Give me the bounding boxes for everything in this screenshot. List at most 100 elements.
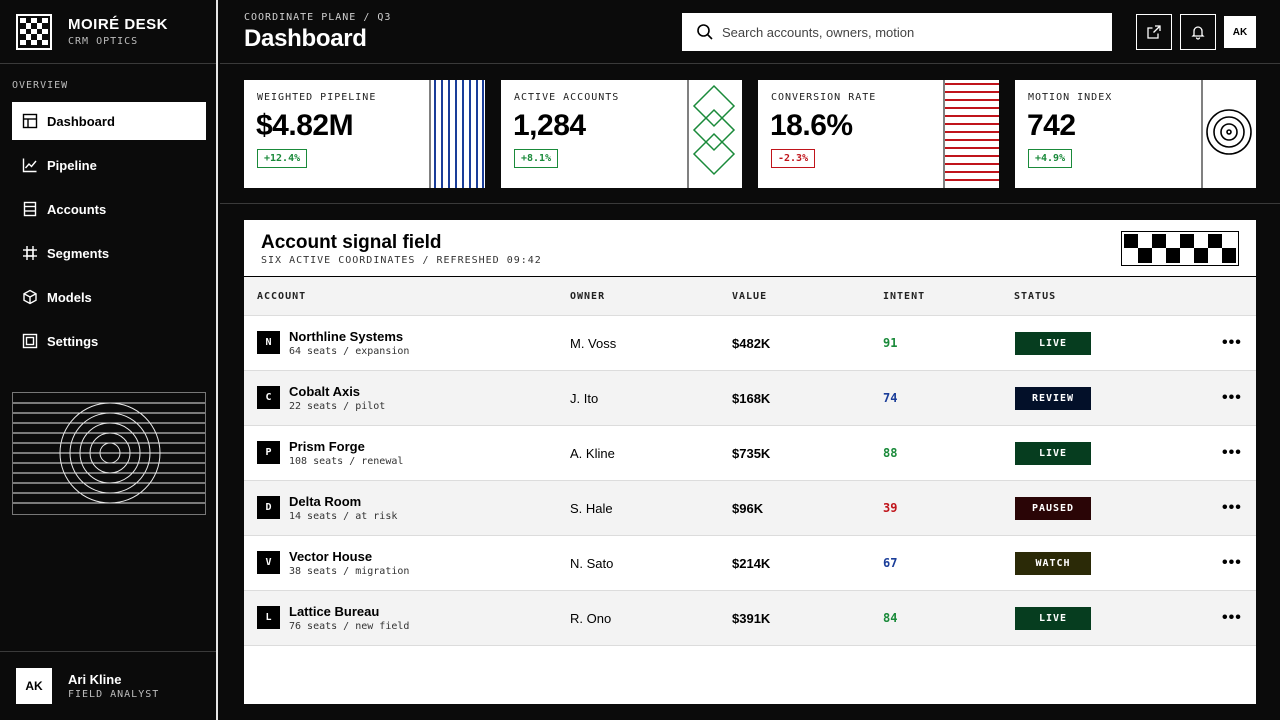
account-name[interactable]: Prism Forge bbox=[289, 439, 365, 454]
kpi-card-weighted-pipeline[interactable]: WEIGHTED PIPELINE $4.82M +12.4% bbox=[244, 80, 485, 188]
sidebar-item-pipeline[interactable]: Pipeline bbox=[12, 146, 206, 184]
value-cell: $391K bbox=[732, 611, 771, 626]
value-cell: $96K bbox=[732, 501, 764, 516]
user-role: FIELD ANALYST bbox=[68, 689, 160, 700]
more-options-icon[interactable]: ••• bbox=[1222, 609, 1242, 626]
value-cell: $214K bbox=[732, 556, 771, 571]
sidebar-item-settings[interactable]: Settings bbox=[12, 322, 206, 360]
horizontal-stripes-icon bbox=[943, 80, 999, 188]
value-cell: $735K bbox=[732, 446, 771, 461]
checker-logo-icon bbox=[16, 13, 52, 50]
nav-section-label: OVERVIEW bbox=[12, 80, 69, 91]
panel-subtitle: SIX ACTIVE COORDINATES / REFRESHED 09:42 bbox=[261, 255, 542, 266]
account-mark: L bbox=[257, 606, 280, 629]
account-name[interactable]: Vector House bbox=[289, 549, 373, 564]
column-header-intent[interactable]: INTENT bbox=[883, 291, 926, 302]
search-icon bbox=[697, 24, 713, 40]
column-header-value[interactable]: VALUE bbox=[732, 291, 768, 302]
sidebar-item-label: Dashboard bbox=[47, 113, 115, 129]
panel-title: Account signal field bbox=[261, 232, 442, 253]
more-options-icon[interactable]: ••• bbox=[1222, 499, 1242, 516]
moire-pattern bbox=[12, 392, 206, 515]
owner-cell: M. Voss bbox=[570, 336, 617, 351]
sidebar-nav: Dashboard Pipeline Accounts Segments Mod… bbox=[12, 102, 206, 366]
external-link-icon bbox=[1147, 25, 1161, 39]
more-options-icon[interactable]: ••• bbox=[1222, 444, 1242, 461]
sidebar-item-accounts[interactable]: Accounts bbox=[12, 190, 206, 228]
status-badge: REVIEW bbox=[1015, 387, 1091, 410]
checker-pattern-icon bbox=[1121, 231, 1239, 266]
sidebar-item-models[interactable]: Models bbox=[12, 278, 206, 316]
more-options-icon[interactable]: ••• bbox=[1222, 554, 1242, 571]
diamond-chain-icon bbox=[687, 80, 736, 188]
account-meta: 14 seats / at risk bbox=[289, 511, 398, 522]
kpi-value: 742 bbox=[1027, 109, 1076, 142]
owner-cell: R. Ono bbox=[570, 611, 612, 626]
kpi-value: 1,284 bbox=[513, 109, 586, 142]
account-meta: 76 seats / new field bbox=[289, 621, 410, 632]
kpi-label: CONVERSION RATE bbox=[771, 92, 877, 103]
intent-cell: 39 bbox=[883, 501, 898, 515]
kpi-label: MOTION INDEX bbox=[1028, 92, 1113, 103]
section-divider bbox=[220, 203, 1280, 204]
more-options-icon[interactable]: ••• bbox=[1222, 389, 1242, 406]
account-mark: V bbox=[257, 551, 280, 574]
share-button[interactable] bbox=[1136, 14, 1172, 50]
status-badge: LIVE bbox=[1015, 332, 1091, 355]
table-row[interactable]: L Lattice Bureau 76 seats / new field R.… bbox=[244, 591, 1256, 646]
table-row[interactable]: C Cobalt Axis 22 seats / pilot J. Ito $1… bbox=[244, 371, 1256, 426]
search-input[interactable] bbox=[722, 24, 1102, 40]
kpi-value: $4.82M bbox=[256, 109, 354, 142]
intent-cell: 84 bbox=[883, 611, 898, 625]
table-row[interactable]: P Prism Forge 108 seats / renewal A. Kli… bbox=[244, 426, 1256, 481]
intent-cell: 74 bbox=[883, 391, 898, 405]
brand-title: MOIRÉ DESK bbox=[68, 16, 169, 33]
sidebar-item-dashboard[interactable]: Dashboard bbox=[12, 102, 206, 140]
account-mark: D bbox=[257, 496, 280, 519]
account-name[interactable]: Delta Room bbox=[289, 494, 362, 509]
intent-cell: 91 bbox=[883, 336, 898, 350]
stack-icon bbox=[23, 201, 37, 217]
kpi-card-conversion-rate[interactable]: CONVERSION RATE 18.6% -2.3% bbox=[758, 80, 999, 188]
status-badge: LIVE bbox=[1015, 607, 1091, 630]
sidebar-item-segments[interactable]: Segments bbox=[12, 234, 206, 272]
sidebar-item-label: Segments bbox=[47, 245, 110, 261]
status-badge: PAUSED bbox=[1015, 497, 1091, 520]
brand-subtitle: CRM OPTICS bbox=[68, 36, 139, 47]
vertical-stripes-icon bbox=[429, 80, 484, 188]
kpi-card-active-accounts[interactable]: ACTIVE ACCOUNTS 1,284 +8.1% bbox=[501, 80, 742, 188]
owner-cell: A. Kline bbox=[570, 446, 615, 461]
owner-cell: S. Hale bbox=[570, 501, 613, 516]
search-bar[interactable] bbox=[682, 13, 1112, 51]
table-header: ACCOUNT OWNER VALUE INTENT STATUS bbox=[244, 277, 1256, 316]
kpi-label: ACTIVE ACCOUNTS bbox=[514, 92, 620, 103]
brand: MOIRÉ DESK CRM OPTICS bbox=[0, 0, 216, 64]
layout-icon bbox=[22, 113, 38, 129]
notifications-button[interactable] bbox=[1180, 14, 1216, 50]
column-header-owner[interactable]: OWNER bbox=[570, 291, 606, 302]
sidebar-item-label: Pipeline bbox=[47, 157, 97, 173]
account-meta: 38 seats / migration bbox=[289, 566, 410, 577]
table-row[interactable]: D Delta Room 14 seats / at risk S. Hale … bbox=[244, 481, 1256, 536]
kpi-delta: -2.3% bbox=[771, 149, 816, 168]
kpi-card-motion-index[interactable]: MOTION INDEX 742 +4.9% bbox=[1015, 80, 1256, 188]
account-name[interactable]: Cobalt Axis bbox=[289, 384, 361, 399]
table-row[interactable]: V Vector House 38 seats / migration N. S… bbox=[244, 536, 1256, 591]
header-avatar[interactable]: AK bbox=[1224, 16, 1256, 48]
column-header-status[interactable]: STATUS bbox=[1014, 291, 1057, 302]
table-row[interactable]: N Northline Systems 64 seats / expansion… bbox=[244, 316, 1256, 371]
column-header-account[interactable]: ACCOUNT bbox=[257, 291, 307, 302]
value-cell: $482K bbox=[732, 336, 771, 351]
kpi-label: WEIGHTED PIPELINE bbox=[257, 92, 377, 103]
owner-cell: J. Ito bbox=[570, 391, 599, 406]
account-name[interactable]: Northline Systems bbox=[289, 329, 404, 344]
status-badge: LIVE bbox=[1015, 442, 1091, 465]
account-name[interactable]: Lattice Bureau bbox=[289, 604, 380, 619]
user-profile[interactable]: AK Ari Kline FIELD ANALYST bbox=[0, 651, 216, 720]
owner-cell: N. Sato bbox=[570, 556, 614, 571]
more-options-icon[interactable]: ••• bbox=[1222, 334, 1242, 351]
sidebar-item-label: Settings bbox=[47, 333, 99, 349]
line-chart-icon bbox=[22, 158, 37, 173]
account-meta: 108 seats / renewal bbox=[289, 456, 404, 467]
account-mark: C bbox=[257, 386, 280, 409]
